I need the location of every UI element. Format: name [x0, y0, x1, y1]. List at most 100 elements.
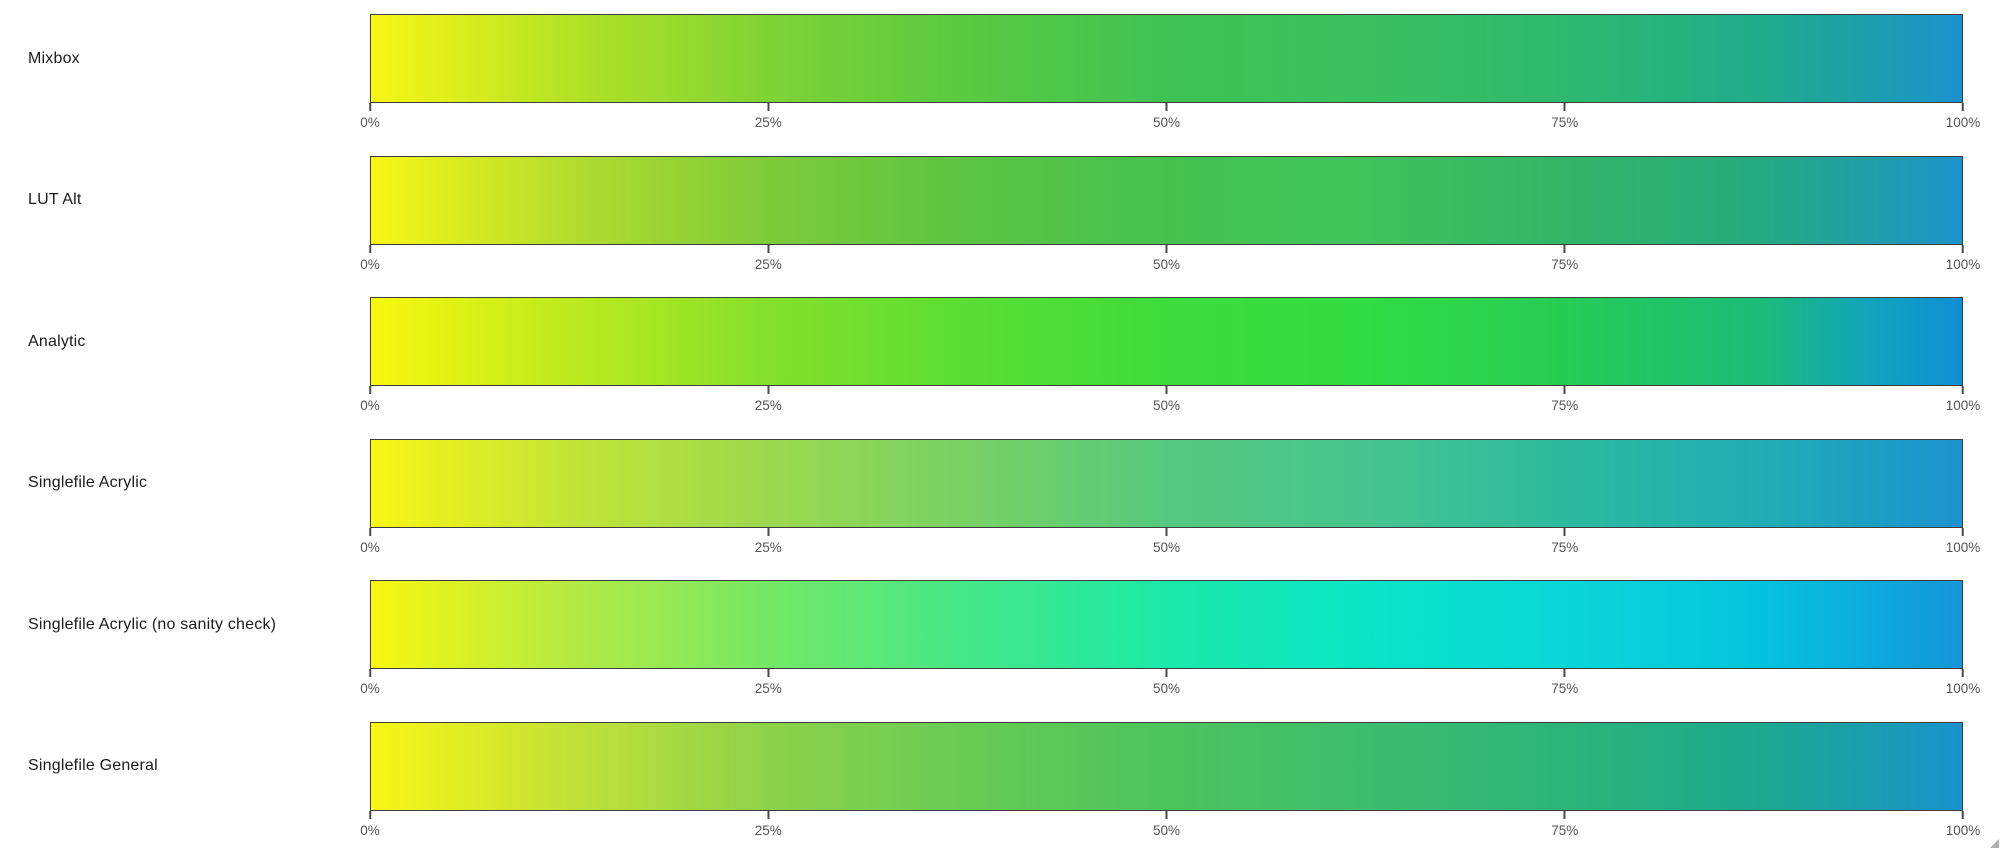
axis-tick: 75%	[1551, 810, 1578, 838]
tick-label: 75%	[1551, 681, 1579, 696]
tick-mark	[368, 386, 371, 394]
tick-mark	[1165, 527, 1168, 536]
tick-label: 100%	[1945, 115, 1981, 130]
tick-label: 100%	[1945, 822, 1981, 838]
tick-mark	[1165, 669, 1168, 677]
tick-label: 50%	[1152, 681, 1181, 696]
tick-mark	[1563, 810, 1566, 819]
tick-mark	[1563, 244, 1566, 253]
axis-tick: 25%	[754, 527, 782, 555]
axis-tick: 75%	[1551, 669, 1578, 696]
axis-tick: 100%	[1945, 103, 1981, 130]
tick-mark	[767, 103, 770, 111]
x-axis: 0% 25% 50% 75% 100%	[360, 810, 1980, 845]
axis-tick: 100%	[1946, 386, 1980, 413]
gradient-row: Singlefile General 0% 25% 50% 75% 100%	[0, 708, 2000, 849]
tick-label: 50%	[1152, 539, 1181, 555]
x-axis: 0% 25% 50% 75% 100%	[360, 527, 1980, 562]
axis-tick: 75%	[1551, 527, 1578, 555]
axis-tick: 100%	[1945, 527, 1981, 555]
tick-label: 0%	[360, 539, 380, 555]
axis-tick: 50%	[1153, 103, 1180, 130]
tick-mark	[368, 810, 371, 819]
tick-mark	[1962, 669, 1964, 677]
x-axis: 0% 25% 50% 75% 100%	[360, 669, 1980, 703]
gradient-row: Singlefile Acrylic 0% 25% 50% 75% 100%	[0, 425, 2000, 566]
gradient-swatch	[370, 580, 1963, 669]
tick-mark	[1563, 103, 1566, 111]
axis-tick: 100%	[1945, 669, 1981, 696]
tick-mark	[767, 386, 770, 394]
method-label: Singlefile Acrylic (no sanity check)	[28, 615, 277, 633]
tick-mark	[767, 810, 770, 819]
tick-label: 100%	[1945, 256, 1981, 272]
tick-mark	[1962, 810, 1964, 819]
tick-label: 75%	[1551, 398, 1579, 413]
tick-mark	[1962, 386, 1964, 394]
axis-tick: 0%	[360, 527, 380, 555]
x-axis: 0% 25% 50% 75% 100%	[360, 244, 1980, 279]
axis-tick: 25%	[754, 244, 782, 272]
tick-mark	[1563, 527, 1566, 536]
tick-label: 25%	[754, 398, 782, 413]
tick-mark	[368, 669, 371, 677]
gradient-swatch	[370, 14, 1963, 103]
tick-mark	[1165, 810, 1168, 819]
tick-label: 50%	[1152, 115, 1181, 130]
tick-label: 50%	[1152, 256, 1181, 272]
tick-label: 75%	[1551, 115, 1579, 130]
axis-tick: 25%	[755, 386, 782, 413]
axis-tick: 0%	[360, 669, 380, 696]
gradient-row: LUT Alt 0% 25% 50% 75% 100%	[0, 142, 2000, 283]
axis-tick: 50%	[1152, 244, 1181, 272]
tick-label: 100%	[1945, 681, 1981, 696]
tick-mark	[1563, 386, 1566, 394]
tick-mark	[767, 527, 770, 536]
gradient-swatch	[370, 155, 1963, 245]
method-label: Singlefile Acrylic	[28, 474, 148, 491]
axis-tick: 0%	[360, 386, 380, 413]
tick-mark	[1962, 244, 1964, 253]
gradient-row: Singlefile Acrylic (no sanity check) 0% …	[0, 566, 2000, 707]
tick-label: 25%	[754, 256, 782, 272]
resize-handle-icon[interactable]	[1990, 839, 1999, 848]
axis-tick: 75%	[1551, 244, 1579, 272]
tick-label: 25%	[754, 681, 782, 696]
method-label: Analytic	[28, 332, 86, 350]
tick-mark	[1165, 386, 1168, 394]
tick-mark	[1165, 244, 1168, 253]
axis-tick: 50%	[1153, 386, 1180, 413]
gradient-row: Analytic 0% 25% 50% 75% 100%	[0, 283, 2000, 424]
tick-label: 25%	[754, 539, 782, 555]
gradient-swatch	[370, 297, 1963, 386]
tick-mark	[1563, 669, 1566, 677]
tick-label: 75%	[1551, 256, 1579, 272]
axis-tick: 0%	[360, 244, 380, 272]
axis-tick: 25%	[755, 669, 782, 696]
tick-mark	[368, 244, 371, 253]
tick-label: 0%	[360, 681, 380, 696]
axis-tick: 50%	[1152, 527, 1181, 555]
axis-tick: 0%	[360, 810, 380, 838]
axis-tick: 75%	[1551, 103, 1578, 130]
tick-mark	[1962, 527, 1964, 536]
axis-tick: 100%	[1945, 244, 1981, 272]
x-axis: 0% 25% 50% 75% 100%	[360, 386, 1980, 420]
tick-label: 0%	[360, 256, 380, 272]
tick-label: 100%	[1945, 539, 1981, 555]
tick-mark	[368, 527, 371, 536]
gradient-swatch	[370, 438, 1963, 528]
axis-tick: 25%	[755, 103, 782, 130]
axis-tick: 25%	[755, 810, 782, 838]
tick-label: 0%	[360, 115, 380, 130]
gradient-swatch	[370, 721, 1963, 811]
axis-tick: 100%	[1945, 810, 1981, 838]
tick-label: 25%	[754, 115, 782, 130]
tick-mark	[767, 244, 770, 253]
tick-mark	[767, 669, 770, 677]
tick-label: 0%	[360, 822, 380, 838]
tick-label: 50%	[1152, 398, 1181, 413]
gradient-row: Mixbox 0% 25% 50% 75% 100%	[0, 0, 2000, 141]
tick-label: 50%	[1152, 822, 1181, 838]
